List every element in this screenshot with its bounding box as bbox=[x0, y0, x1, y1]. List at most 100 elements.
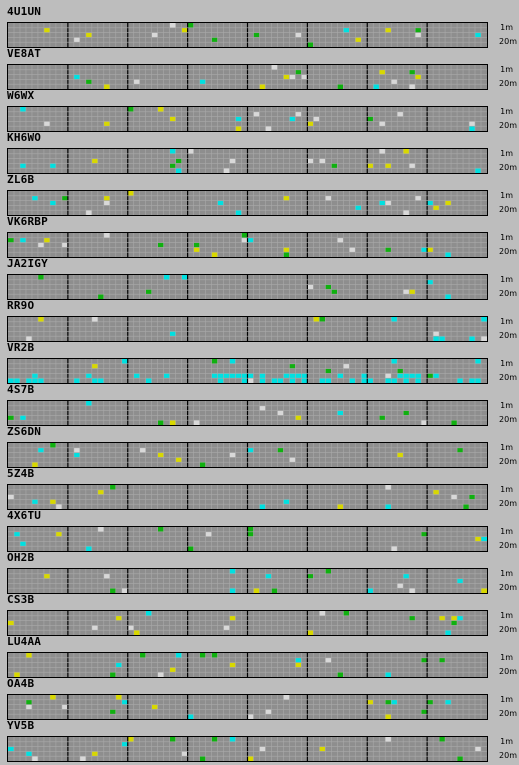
beacon-callsign: ZS6DN bbox=[7, 425, 42, 438]
propagation-grid-canvas bbox=[8, 233, 487, 257]
signal-cell bbox=[235, 373, 242, 379]
signal-cell bbox=[31, 378, 38, 383]
signal-cell bbox=[109, 588, 116, 593]
signal-cell bbox=[223, 373, 230, 379]
signal-cell bbox=[397, 111, 404, 117]
signal-cell bbox=[439, 657, 446, 663]
signal-cell bbox=[451, 420, 458, 425]
signal-cell bbox=[343, 611, 350, 616]
signal-cell bbox=[415, 27, 422, 33]
signal-cell bbox=[397, 373, 404, 379]
signal-cell bbox=[157, 527, 164, 532]
beacon-callsign: OA4B bbox=[7, 677, 35, 690]
band-label-bottom: 20m bbox=[499, 415, 517, 424]
signal-cell bbox=[415, 195, 422, 201]
signal-cell bbox=[193, 420, 200, 425]
signal-cell bbox=[8, 237, 14, 243]
signal-cell bbox=[127, 737, 134, 742]
signal-cell bbox=[409, 163, 416, 169]
signal-cell bbox=[481, 536, 487, 542]
signal-cell bbox=[91, 751, 98, 757]
signal-cell bbox=[91, 158, 98, 164]
signal-cell bbox=[445, 630, 452, 635]
band-label-top: 1m bbox=[500, 23, 513, 32]
signal-cell bbox=[331, 289, 338, 295]
signal-cell bbox=[19, 237, 26, 243]
signal-cell bbox=[307, 158, 314, 164]
propagation-grid-canvas bbox=[8, 653, 487, 677]
beacon-callsign: JA2IGY bbox=[7, 257, 48, 270]
signal-cell bbox=[85, 32, 92, 38]
signal-cell bbox=[271, 378, 278, 383]
propagation-grid bbox=[7, 610, 488, 636]
beacon-panel: 4U1UN 1m 20m bbox=[0, 5, 519, 48]
signal-cell bbox=[253, 588, 260, 593]
signal-cell bbox=[265, 126, 272, 131]
signal-cell bbox=[151, 704, 158, 710]
signal-cell bbox=[229, 737, 236, 742]
signal-cell bbox=[229, 615, 236, 621]
signal-cell bbox=[295, 32, 302, 38]
propagation-grid bbox=[7, 22, 488, 48]
signal-cell bbox=[415, 32, 422, 38]
signal-cell bbox=[121, 359, 128, 364]
signal-cell bbox=[403, 410, 410, 416]
signal-cell bbox=[31, 462, 38, 467]
signal-cell bbox=[91, 363, 98, 369]
beacon-callsign: CS3B bbox=[7, 593, 35, 606]
signal-cell bbox=[403, 149, 410, 154]
signal-cell bbox=[199, 756, 206, 761]
signal-cell bbox=[283, 373, 290, 379]
signal-cell bbox=[175, 653, 182, 658]
signal-cell bbox=[8, 415, 14, 421]
signal-cell bbox=[337, 237, 344, 243]
signal-cell bbox=[235, 126, 242, 131]
propagation-grid bbox=[7, 64, 488, 90]
beacon-panel: 4X6TU 1m 20m bbox=[0, 509, 519, 552]
beacon-panel: LU4AA 1m 20m bbox=[0, 635, 519, 678]
signal-cell bbox=[247, 714, 254, 719]
signal-cell bbox=[247, 373, 254, 379]
signal-cell bbox=[391, 317, 398, 322]
propagation-grid bbox=[7, 694, 488, 720]
signal-cell bbox=[73, 74, 80, 80]
signal-cell bbox=[475, 359, 482, 364]
signal-cell bbox=[103, 121, 110, 127]
signal-cell bbox=[469, 126, 476, 131]
signal-cell bbox=[19, 415, 26, 421]
signal-cell bbox=[181, 751, 188, 757]
signal-cell bbox=[271, 65, 278, 70]
band-label-bottom: 20m bbox=[499, 289, 517, 298]
signal-cell bbox=[439, 737, 446, 742]
signal-cell bbox=[343, 27, 350, 33]
signal-cell bbox=[103, 233, 110, 238]
signal-cell bbox=[421, 657, 428, 663]
propagation-grid-canvas bbox=[8, 611, 487, 635]
band-label-bottom: 20m bbox=[499, 331, 517, 340]
band-label-top: 1m bbox=[500, 485, 513, 494]
signal-cell bbox=[169, 23, 176, 28]
signal-cell bbox=[337, 84, 344, 89]
signal-cell bbox=[247, 756, 254, 761]
propagation-grid-canvas bbox=[8, 569, 487, 593]
signal-cell bbox=[421, 420, 428, 425]
signal-cell bbox=[241, 237, 248, 243]
signal-cell bbox=[421, 531, 428, 537]
signal-cell bbox=[307, 284, 314, 290]
propagation-grid bbox=[7, 652, 488, 678]
beacon-callsign: LU4AA bbox=[7, 635, 42, 648]
band-label-bottom: 20m bbox=[499, 667, 517, 676]
signal-cell bbox=[481, 336, 487, 341]
signal-cell bbox=[475, 536, 482, 542]
signal-cell bbox=[391, 79, 398, 85]
signal-cell bbox=[367, 378, 374, 383]
signal-cell bbox=[121, 588, 128, 593]
signal-cell bbox=[73, 447, 80, 453]
signal-cell bbox=[199, 462, 206, 467]
signal-cell bbox=[367, 699, 374, 705]
signal-cell bbox=[283, 252, 290, 257]
signal-cell bbox=[325, 569, 332, 574]
beacon-callsign: VK6RBP bbox=[7, 215, 48, 228]
signal-cell bbox=[139, 447, 146, 453]
band-label-bottom: 20m bbox=[499, 751, 517, 760]
